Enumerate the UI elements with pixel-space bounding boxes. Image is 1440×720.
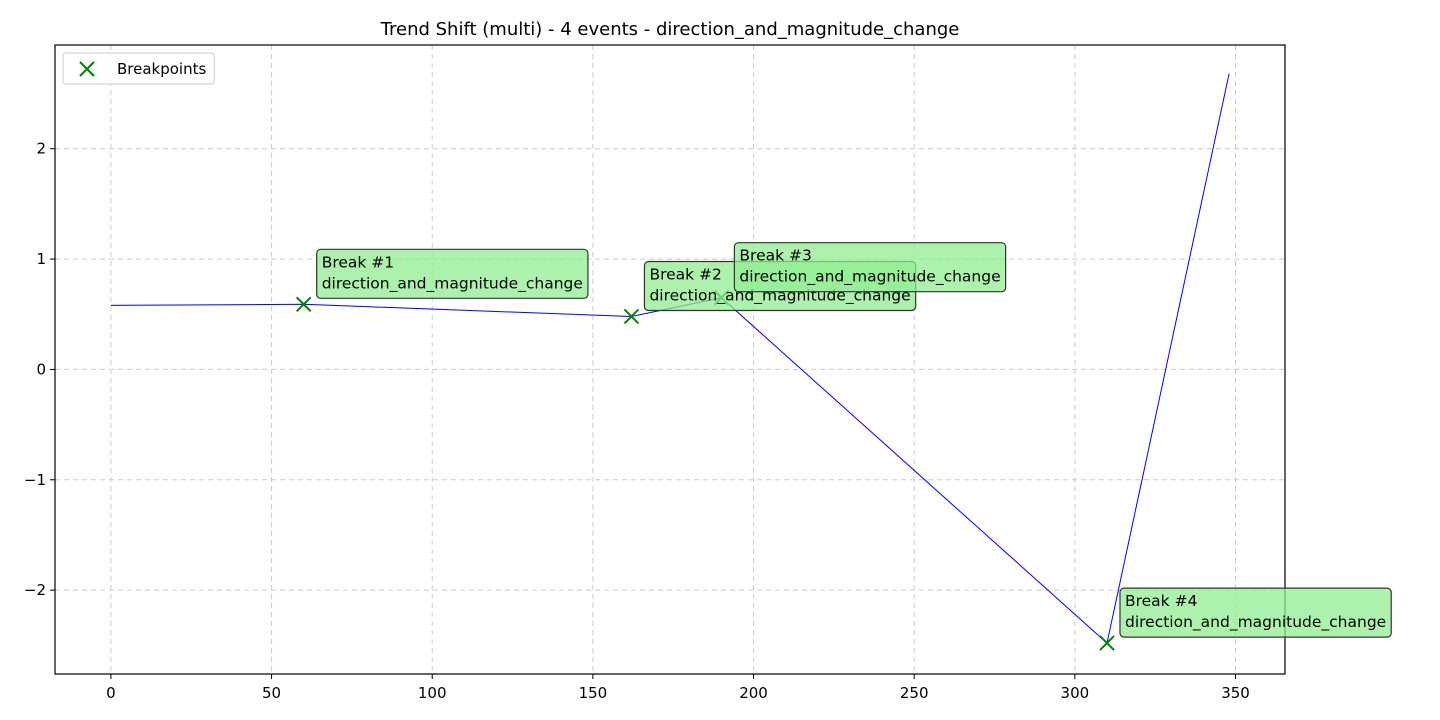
legend-box: Breakpoints [62,52,215,85]
annotation-title: Break #3 [739,247,811,265]
x-tick-label: 350 [1221,684,1250,702]
x-tick-label: 150 [579,684,608,702]
series-polyline [110,73,1230,645]
marker-stroke [295,296,312,313]
annotation-box: Break #4 direction_and_magnitude_change [1119,587,1392,638]
annotation-label: direction_and_magnitude_change [1125,613,1386,632]
annotation-background [733,242,1007,293]
plot-frame [54,44,1286,675]
x-tick-label: 50 [262,684,281,702]
annotation-background [1119,587,1392,638]
grid-lines [55,45,1285,674]
annotation-title: Break #1 [322,253,394,271]
annotation-label: direction_and_magnitude_change [322,274,583,293]
annotation-box: Break #1 direction_and_magnitude_change [316,248,589,299]
x-tick-label: 300 [1061,684,1090,702]
annotation-label: direction_and_magnitude_change [739,268,1000,287]
legend: Breakpoints [62,52,215,85]
y-tick-label: −2 [24,581,46,599]
x-tick-label: 100 [418,684,447,702]
breakpoint-marker [623,308,640,325]
breakpoint-marker [295,296,312,313]
legend-frame [62,52,215,85]
marker-stroke [1099,635,1115,651]
legend-marker [79,61,95,77]
axis-ticks: 0 50 100 150 200 250 300 350 −2 −1 0 1 2 [24,140,1250,702]
annotation-title: Break #2 [649,265,721,283]
annotation-box: Break #3 direction_and_magnitude_change [733,242,1007,293]
breakpoint-marker [1099,635,1115,651]
x-tick-label: 250 [900,684,929,702]
y-tick-label: 0 [36,360,46,378]
marker-stroke [623,308,640,325]
y-tick-label: −1 [24,471,46,489]
legend-label: Breakpoints [117,60,206,78]
series-line [110,73,1230,645]
x-tick-label: 200 [739,684,768,702]
annotation-title: Break #4 [1125,592,1197,610]
y-tick-label: 2 [36,140,46,158]
chart-title: Trend Shift (multi) - 4 events - directi… [380,19,960,40]
breakpoint-markers [295,289,1115,651]
y-tick-label: 1 [36,250,46,268]
x-tick-label: 0 [106,684,116,702]
annotation-background [316,248,589,299]
